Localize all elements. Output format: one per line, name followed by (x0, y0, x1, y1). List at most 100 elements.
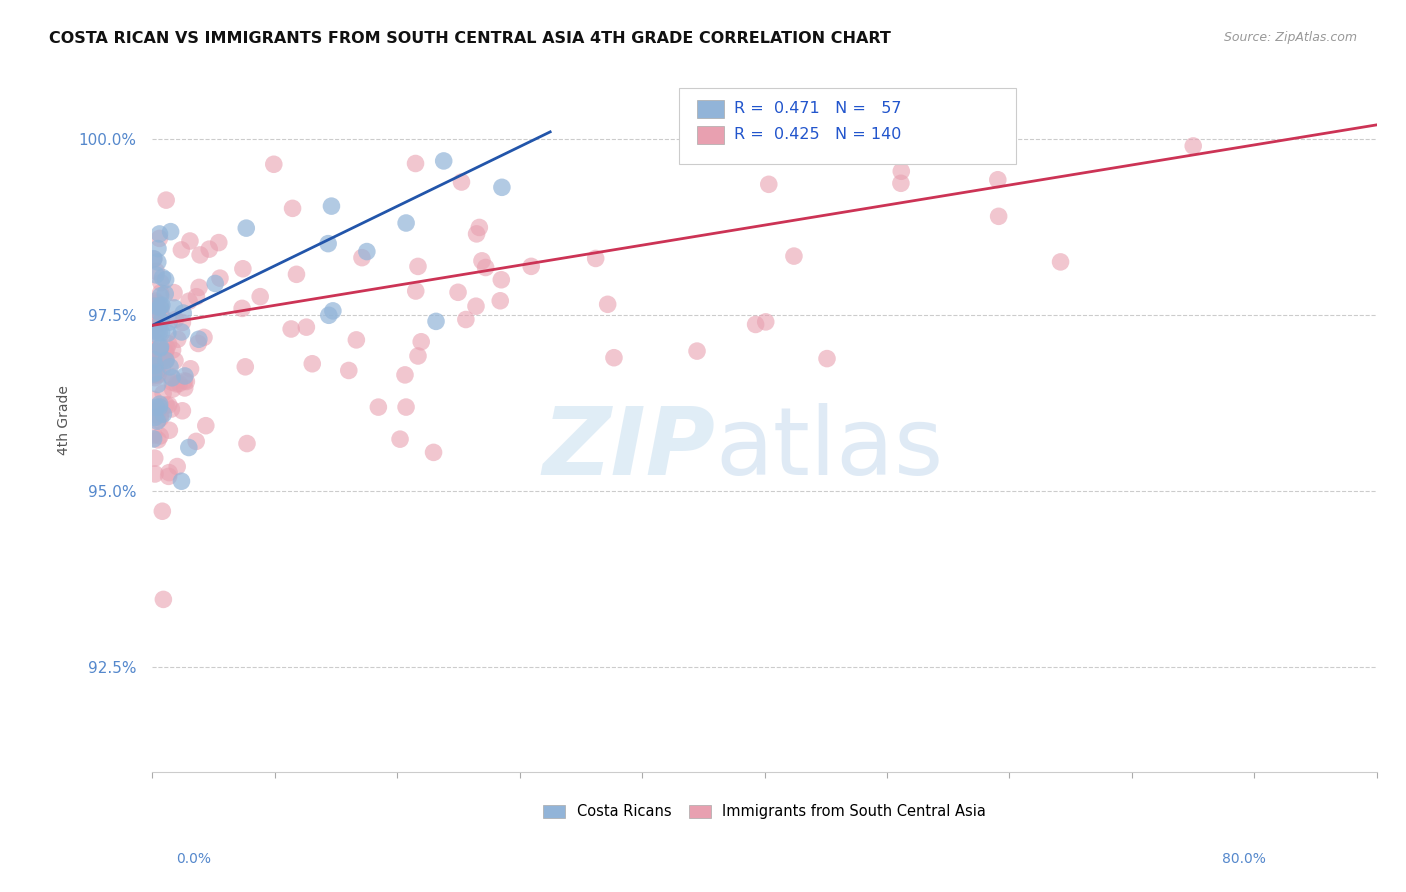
Point (145, 306, 167, 320)
Point (295, 320, 318, 334)
Point (755, 315, 778, 329)
Point (166, 376, 188, 391)
Point (142, 428, 165, 442)
Point (422, 445, 444, 459)
Point (149, 341, 172, 355)
Point (596, 297, 619, 311)
Point (350, 251, 373, 265)
Point (157, 466, 180, 480)
FancyBboxPatch shape (697, 100, 724, 118)
Point (491, 273, 513, 287)
Point (465, 227, 488, 241)
Point (142, 319, 165, 334)
Point (316, 236, 339, 251)
Point (142, 392, 165, 407)
Text: R =  0.471   N =   57: R = 0.471 N = 57 (734, 102, 901, 117)
Point (603, 351, 626, 365)
Point (236, 436, 259, 450)
Point (173, 368, 195, 383)
Point (155, 353, 177, 368)
Point (162, 343, 184, 357)
Point (263, 157, 285, 171)
Point (142, 352, 165, 367)
Point (188, 248, 211, 262)
Text: ZIP: ZIP (543, 402, 716, 494)
Point (143, 299, 166, 313)
Point (468, 220, 491, 235)
Point (162, 382, 184, 396)
Point (155, 398, 177, 412)
Point (491, 180, 513, 194)
Point (146, 296, 169, 310)
Point (167, 376, 190, 391)
Point (235, 221, 257, 235)
Point (142, 343, 165, 358)
Point (149, 301, 172, 315)
Point (163, 353, 186, 368)
Point (149, 289, 172, 303)
Point (149, 411, 172, 425)
Point (783, 249, 806, 263)
Point (145, 401, 167, 415)
Point (142, 343, 165, 357)
Point (143, 451, 166, 466)
Point (186, 434, 208, 449)
Point (143, 324, 166, 338)
Point (301, 357, 323, 371)
Point (152, 592, 174, 607)
Point (204, 277, 226, 291)
Point (520, 260, 543, 274)
Point (157, 469, 180, 483)
Point (150, 326, 173, 340)
Point (145, 318, 167, 333)
Point (143, 410, 166, 425)
Text: atlas: atlas (716, 402, 943, 494)
Point (148, 227, 170, 241)
Point (172, 316, 194, 330)
Point (142, 368, 165, 383)
Point (143, 467, 166, 481)
Point (474, 260, 496, 275)
Y-axis label: 4th Grade: 4th Grade (58, 385, 72, 456)
Point (148, 358, 170, 372)
Point (318, 308, 340, 322)
Point (232, 261, 254, 276)
Point (411, 334, 433, 349)
Point (447, 285, 470, 300)
Point (187, 336, 209, 351)
Point (155, 344, 177, 359)
Point (149, 340, 172, 354)
Point (163, 285, 186, 300)
Point (180, 361, 202, 376)
Text: Source: ZipAtlas.com: Source: ZipAtlas.com (1223, 31, 1357, 45)
Point (815, 351, 838, 366)
Point (394, 368, 416, 382)
Point (170, 474, 193, 488)
Point (188, 280, 211, 294)
Point (143, 350, 166, 364)
Point (405, 284, 427, 298)
Point (281, 202, 304, 216)
Point (146, 402, 169, 417)
Point (152, 386, 174, 401)
Point (489, 293, 512, 308)
Point (155, 193, 177, 207)
Point (152, 350, 174, 364)
Point (150, 504, 173, 518)
Point (172, 404, 194, 418)
Point (194, 418, 217, 433)
Point (166, 459, 188, 474)
Point (321, 199, 343, 213)
Point (148, 326, 170, 340)
Point (146, 303, 169, 318)
Point (322, 303, 344, 318)
Point (987, 173, 1010, 187)
Point (686, 344, 709, 359)
Point (166, 332, 188, 346)
Point (143, 299, 166, 313)
Point (193, 330, 215, 344)
Point (890, 164, 912, 178)
Point (160, 369, 183, 384)
Point (395, 216, 418, 230)
Point (160, 371, 183, 385)
